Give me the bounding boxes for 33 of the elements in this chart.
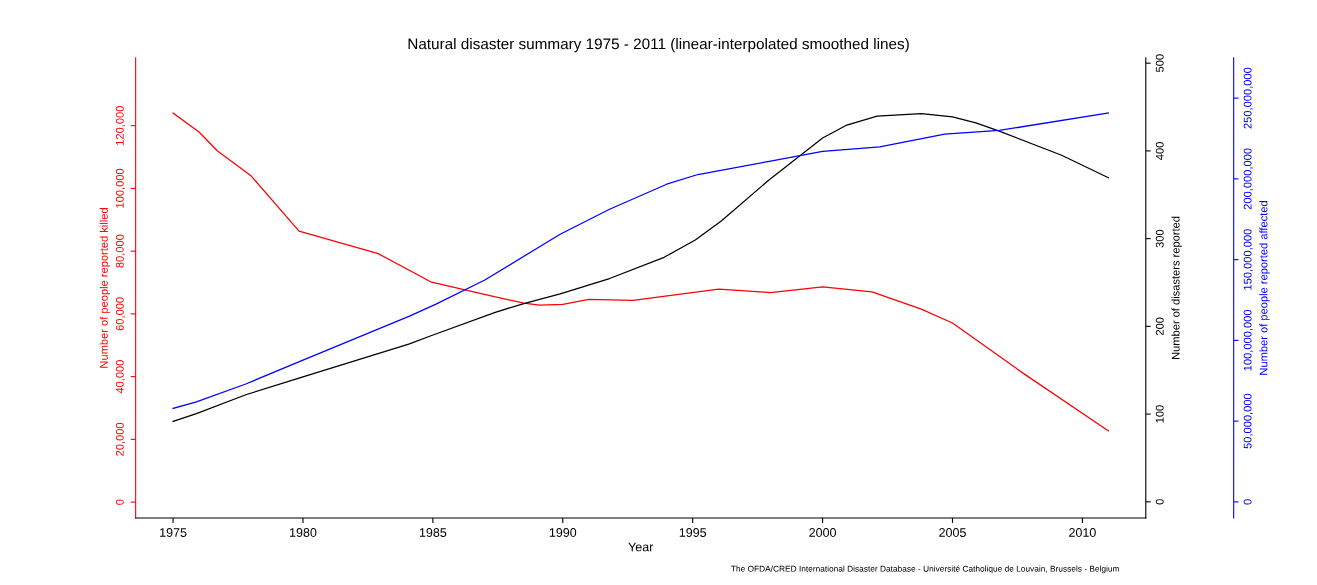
y3-tick-label: 0: [1243, 499, 1252, 505]
y3-axis-title: Number of people reported affected: [1259, 201, 1270, 375]
y-tick-label: 20,000: [115, 422, 126, 456]
x-tick-label: 1990: [549, 528, 577, 537]
y-tick-label: 40,000: [115, 360, 126, 394]
y-axis-title: Number of people reported killed: [99, 208, 111, 368]
y2-tick-label: 200: [1155, 317, 1164, 336]
x-tick-label: 2010: [1069, 528, 1096, 537]
x-axis-title: Year: [628, 542, 654, 552]
y-tick-label: 100,000: [115, 168, 126, 208]
y3-tick-label: 100,000,000: [1243, 309, 1253, 371]
x-tick-label: 1995: [679, 528, 707, 537]
x-tick-label: 2000: [809, 528, 836, 537]
y-tick-label: 120,000: [115, 106, 126, 145]
y3-tick-label: 150,000,000: [1243, 229, 1253, 290]
y2-tick-label: 0: [1155, 499, 1164, 505]
y2-tick-label: 300: [1155, 229, 1164, 248]
x-tick-label: 1985: [419, 528, 447, 537]
text: The OFDA/CRED International Disaster Database - Université Catholique de Louvain, Brussels - Belgium: [731, 565, 1119, 574]
y2-axis-title: Number of disasters reported: [1171, 216, 1182, 359]
y3-tick-label: 250,000,000: [1243, 67, 1253, 129]
y2-tick-label: 100: [1155, 405, 1164, 423]
y-tick-label: 0: [115, 499, 124, 505]
y2-tick-label: 500: [1155, 54, 1164, 72]
x-tick-label: 1975: [160, 528, 187, 537]
y-tick-label: 80,000: [115, 234, 126, 268]
x-tick-label: 1980: [290, 528, 317, 537]
chart-title: Natural disaster summary 1975 - 2011 (linear-interpolated smoothed lines): [408, 38, 909, 53]
x-tick-label: 2005: [939, 528, 966, 537]
y-tick-label: 60,000: [115, 297, 126, 331]
y3-tick-label: 200,000,000: [1243, 148, 1253, 210]
y3-tick-label: 50,000,000: [1243, 393, 1253, 449]
y2-tick-label: 400: [1155, 142, 1164, 160]
